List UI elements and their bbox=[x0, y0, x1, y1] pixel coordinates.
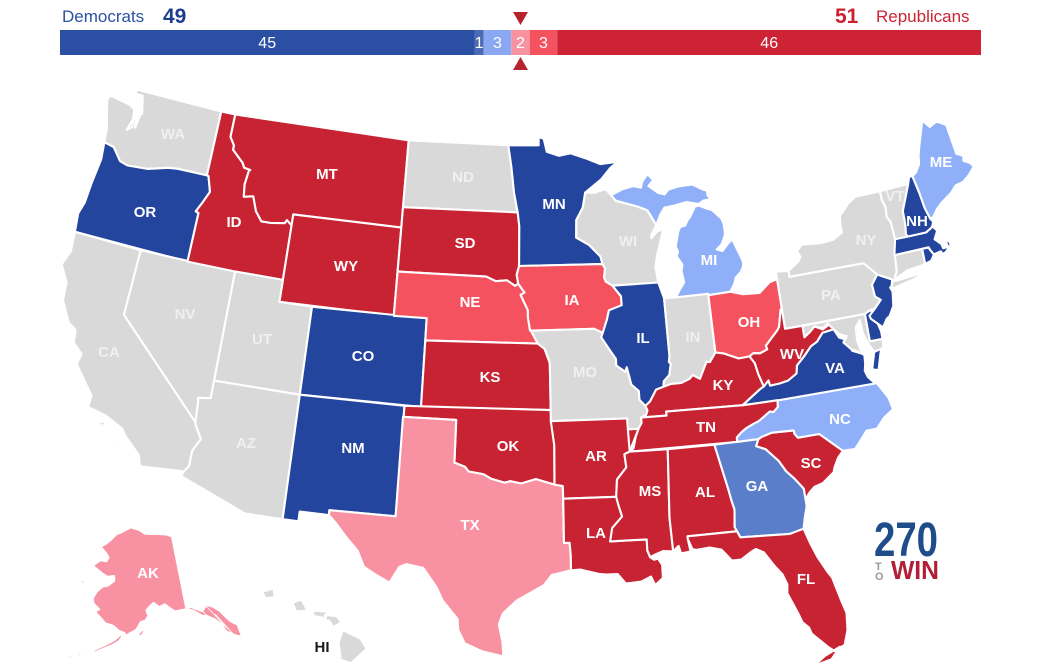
svg-text:FL: FL bbox=[797, 571, 815, 588]
svg-text:VA: VA bbox=[825, 360, 845, 377]
svg-text:NV: NV bbox=[175, 306, 196, 323]
svg-text:NY: NY bbox=[856, 232, 877, 249]
svg-text:46: 46 bbox=[760, 35, 778, 52]
svg-text:WA: WA bbox=[161, 126, 185, 143]
svg-text:LA: LA bbox=[586, 525, 606, 542]
svg-text:OK: OK bbox=[497, 438, 520, 455]
svg-text:MT: MT bbox=[316, 166, 338, 183]
svg-text:NM: NM bbox=[341, 440, 364, 457]
svg-text:270: 270 bbox=[874, 514, 938, 567]
svg-text:UT: UT bbox=[252, 331, 272, 348]
svg-text:TX: TX bbox=[460, 517, 479, 534]
svg-text:WY: WY bbox=[334, 258, 358, 275]
svg-text:MO: MO bbox=[573, 364, 597, 381]
svg-text:VT: VT bbox=[885, 188, 904, 205]
svg-text:2: 2 bbox=[516, 35, 525, 52]
svg-text:KY: KY bbox=[713, 377, 734, 394]
svg-text:NE: NE bbox=[460, 294, 481, 311]
svg-text:MS: MS bbox=[639, 483, 662, 500]
svg-text:WI: WI bbox=[619, 233, 637, 250]
svg-text:Democrats: Democrats bbox=[62, 7, 144, 26]
svg-text:AZ: AZ bbox=[236, 435, 256, 452]
svg-text:PA: PA bbox=[821, 287, 841, 304]
svg-text:T: T bbox=[875, 561, 882, 573]
svg-text:MN: MN bbox=[542, 196, 565, 213]
svg-text:GA: GA bbox=[746, 478, 769, 495]
svg-text:ME: ME bbox=[930, 154, 953, 171]
svg-text:45: 45 bbox=[258, 35, 276, 52]
svg-text:49: 49 bbox=[163, 5, 186, 28]
svg-text:OH: OH bbox=[738, 314, 761, 331]
svg-text:TN: TN bbox=[696, 419, 716, 436]
svg-text:OR: OR bbox=[134, 204, 157, 221]
svg-text:IA: IA bbox=[565, 292, 580, 309]
svg-text:51: 51 bbox=[835, 5, 859, 28]
svg-text:NC: NC bbox=[829, 411, 851, 428]
svg-text:MI: MI bbox=[701, 252, 718, 269]
svg-text:3: 3 bbox=[493, 35, 502, 52]
svg-text:O: O bbox=[875, 571, 884, 583]
svg-text:Republicans: Republicans bbox=[876, 7, 970, 26]
svg-text:WV: WV bbox=[780, 346, 804, 363]
svg-text:NH: NH bbox=[906, 213, 928, 230]
svg-text:1: 1 bbox=[475, 35, 484, 52]
svg-text:3: 3 bbox=[539, 35, 548, 52]
svg-text:IL: IL bbox=[636, 330, 649, 347]
svg-text:KS: KS bbox=[480, 369, 501, 386]
svg-text:ND: ND bbox=[452, 169, 474, 186]
svg-text:IN: IN bbox=[686, 329, 701, 346]
svg-text:CA: CA bbox=[98, 344, 120, 361]
svg-text:SC: SC bbox=[801, 455, 822, 472]
svg-text:HI: HI bbox=[315, 639, 330, 656]
svg-text:AL: AL bbox=[695, 484, 715, 501]
svg-text:SD: SD bbox=[455, 235, 476, 252]
svg-text:WIN: WIN bbox=[891, 555, 939, 585]
svg-text:AR: AR bbox=[585, 448, 607, 465]
svg-text:CO: CO bbox=[352, 348, 375, 365]
svg-text:ID: ID bbox=[227, 214, 242, 231]
svg-text:AK: AK bbox=[137, 565, 159, 582]
